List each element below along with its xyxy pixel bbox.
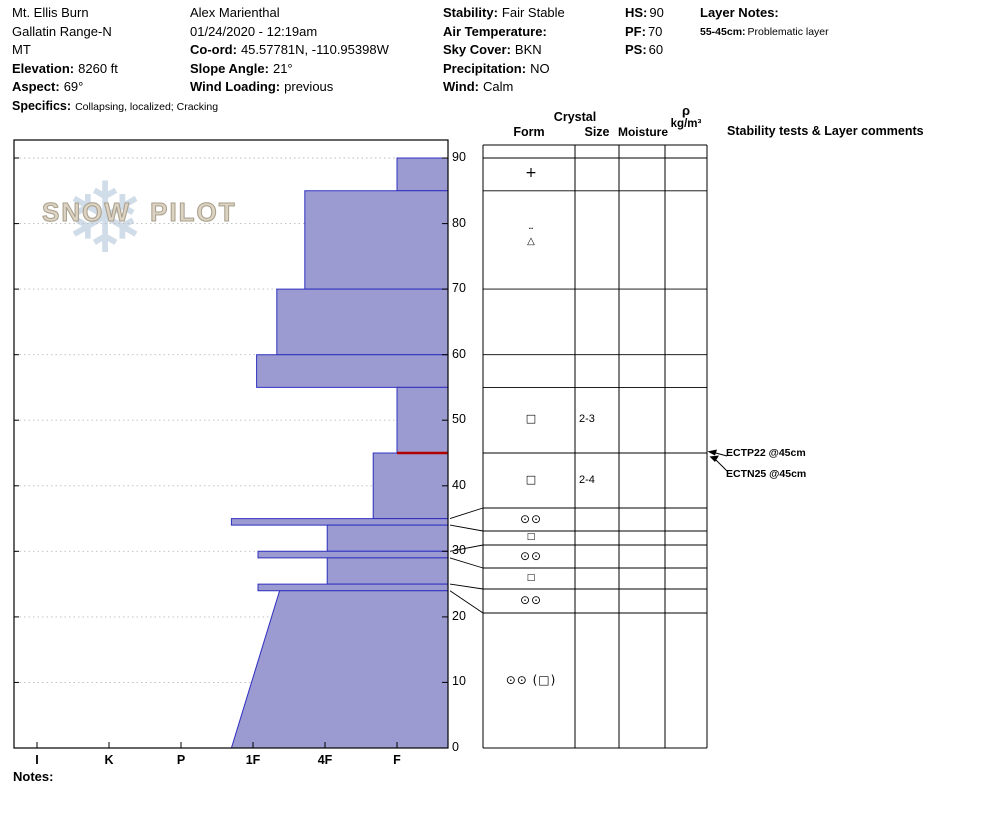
hardness-tick-label: I [35,753,39,767]
pit-surface: PS: 60 [625,41,664,60]
wind-label: Wind: [443,79,479,94]
specifics-label: Specifics: [12,98,72,113]
grain-size-value: 2-3 [579,413,595,426]
layer-note-range: 55-45cm: [700,25,746,38]
site-specifics: Specifics: Collapsing, localized; Crackin… [12,97,218,117]
slope-angle-label: Slope Angle: [190,60,269,76]
depth-tick-label: 20 [452,608,466,623]
grain-form-symbol: + [525,165,537,182]
header-observer-column: Alex Marienthal 01/24/2020 - 12:19am Co-… [190,4,389,97]
depth-tick-label: 0 [452,740,459,754]
snowpilot-logo: SNOW PILOT [42,197,237,228]
ps-value: 60 [648,42,664,57]
wind-loading-label: Wind Loading: [190,79,281,94]
hardness-tick-label: 1F [245,753,261,767]
layer-note-text: Problematic layer [747,25,829,38]
stability-value: Fair Stable [501,5,565,20]
grain-size-value: 2-4 [579,473,595,486]
layer-notes-title: Layer Notes: [700,5,779,20]
aspect-value: 69° [63,79,84,94]
hardness-tick-label: P [176,753,186,767]
coordinates: Co-ord: 45.57781N, -110.95398W [190,41,389,60]
air-temperature: Air Temperature: [443,23,565,42]
site-name: Mt. Ellis Burn [12,5,89,20]
depth-tick-label: 50 [452,412,466,427]
wind-loading-value: previous [284,79,334,94]
aspect-label: Aspect: [12,79,60,94]
grain-form-symbol: ¨ △ [527,225,535,247]
grain-form-symbol: □ [526,572,536,583]
pit-floor: PF: 70 [625,23,664,42]
layer-note-item: 55-45cm: Problematic layer [700,23,829,42]
sky-cover-label: Sky Cover: [443,42,511,57]
wind: Wind: Calm [443,78,565,97]
grain-form-symbol: ⊙⊙ [519,511,543,526]
slope-angle-value: 21° [272,60,293,76]
stability: Stability: Fair Stable [443,4,565,23]
form-column-header: Form [513,125,545,139]
wind-loading: Wind Loading: previous [190,78,389,97]
sky-cover-value: BKN [514,42,542,57]
observation-datetime: 01/24/2020 - 12:19am [190,23,318,39]
site-elevation: Elevation: 8260 ft [12,60,218,79]
hardness-tick-label: F [393,753,401,767]
depth-tick-label: 90 [452,150,466,164]
density-units-header: kg/m³ [670,118,702,130]
hs-value: 90 [649,5,664,20]
grain-form-symbol: ⊙⊙ (□) [505,672,557,687]
depth-tick-label: 80 [452,215,466,230]
site-range: Gallatin Range-N [12,23,112,39]
coord-value: 45.57781N, -110.95398W [240,42,389,57]
stability-label: Stability: [443,5,498,20]
slope-angle: Slope Angle: 21° [190,60,389,79]
elevation-label: Elevation: [12,60,75,76]
stability-test-label: ECTN25 @45cm [726,468,807,480]
grain-form-symbol: □ [526,532,536,542]
crystal-header: Crystal [553,110,597,124]
depth-tick-label: 40 [452,477,466,492]
height-of-snow: HS: 90 [625,4,664,23]
grain-form-symbol: ⊙⊙ [519,548,543,563]
grain-form-symbol: □ [525,472,537,486]
coord-label: Co-ord: [190,42,237,57]
precipitation-label: Precipitation: [443,60,527,76]
comments-column-header: Stability tests & Layer comments [727,124,924,138]
size-column-header: Size [584,125,610,139]
hs-label: HS: [625,5,648,20]
hardness-tick-label: 4F [317,753,333,767]
stability-test-label: ECTP22 @45cm [726,447,806,459]
header-layer-notes-column: Layer Notes: 55-45cm: Problematic layer [700,4,829,41]
air-temperature-label: Air Temperature: [443,23,547,39]
depth-tick-label: 10 [452,674,466,689]
notes-label: Notes: [13,769,54,784]
density-rho-header: ρ [681,103,691,118]
depth-tick-label: 60 [452,346,466,361]
site-aspect: Aspect: 69° [12,78,218,97]
header-conditions-column: Stability: Fair Stable Air Temperature: S… [443,4,565,97]
snowflake-icon: ❄ [64,162,147,276]
pf-label: PF: [625,23,646,39]
ps-label: PS: [625,42,647,57]
hardness-tick-label: K [104,753,114,767]
pf-value: 70 [647,23,663,39]
moisture-column-header: Moisture [617,125,668,139]
header-site-column: Mt. Ellis Burn Gallatin Range-N MT Eleva… [12,4,218,116]
depth-tick-label: 70 [452,281,466,296]
observer-name: Alex Marienthal [190,5,280,20]
specifics-value: Collapsing, localized; Cracking [75,100,219,113]
precipitation-value: NO [530,60,550,76]
grain-form-symbol: □ [525,412,537,426]
depth-tick-label: 30 [452,543,466,558]
elevation-value: 8260 ft [78,60,118,76]
precipitation: Precipitation: NO [443,60,565,79]
header-depths-column: HS: 90 PF: 70 PS: 60 [625,4,664,60]
sky-cover: Sky Cover: BKN [443,41,565,60]
wind-value: Calm [482,79,514,94]
grain-form-symbol: ⊙⊙ [519,593,543,607]
site-state: MT [12,42,31,57]
